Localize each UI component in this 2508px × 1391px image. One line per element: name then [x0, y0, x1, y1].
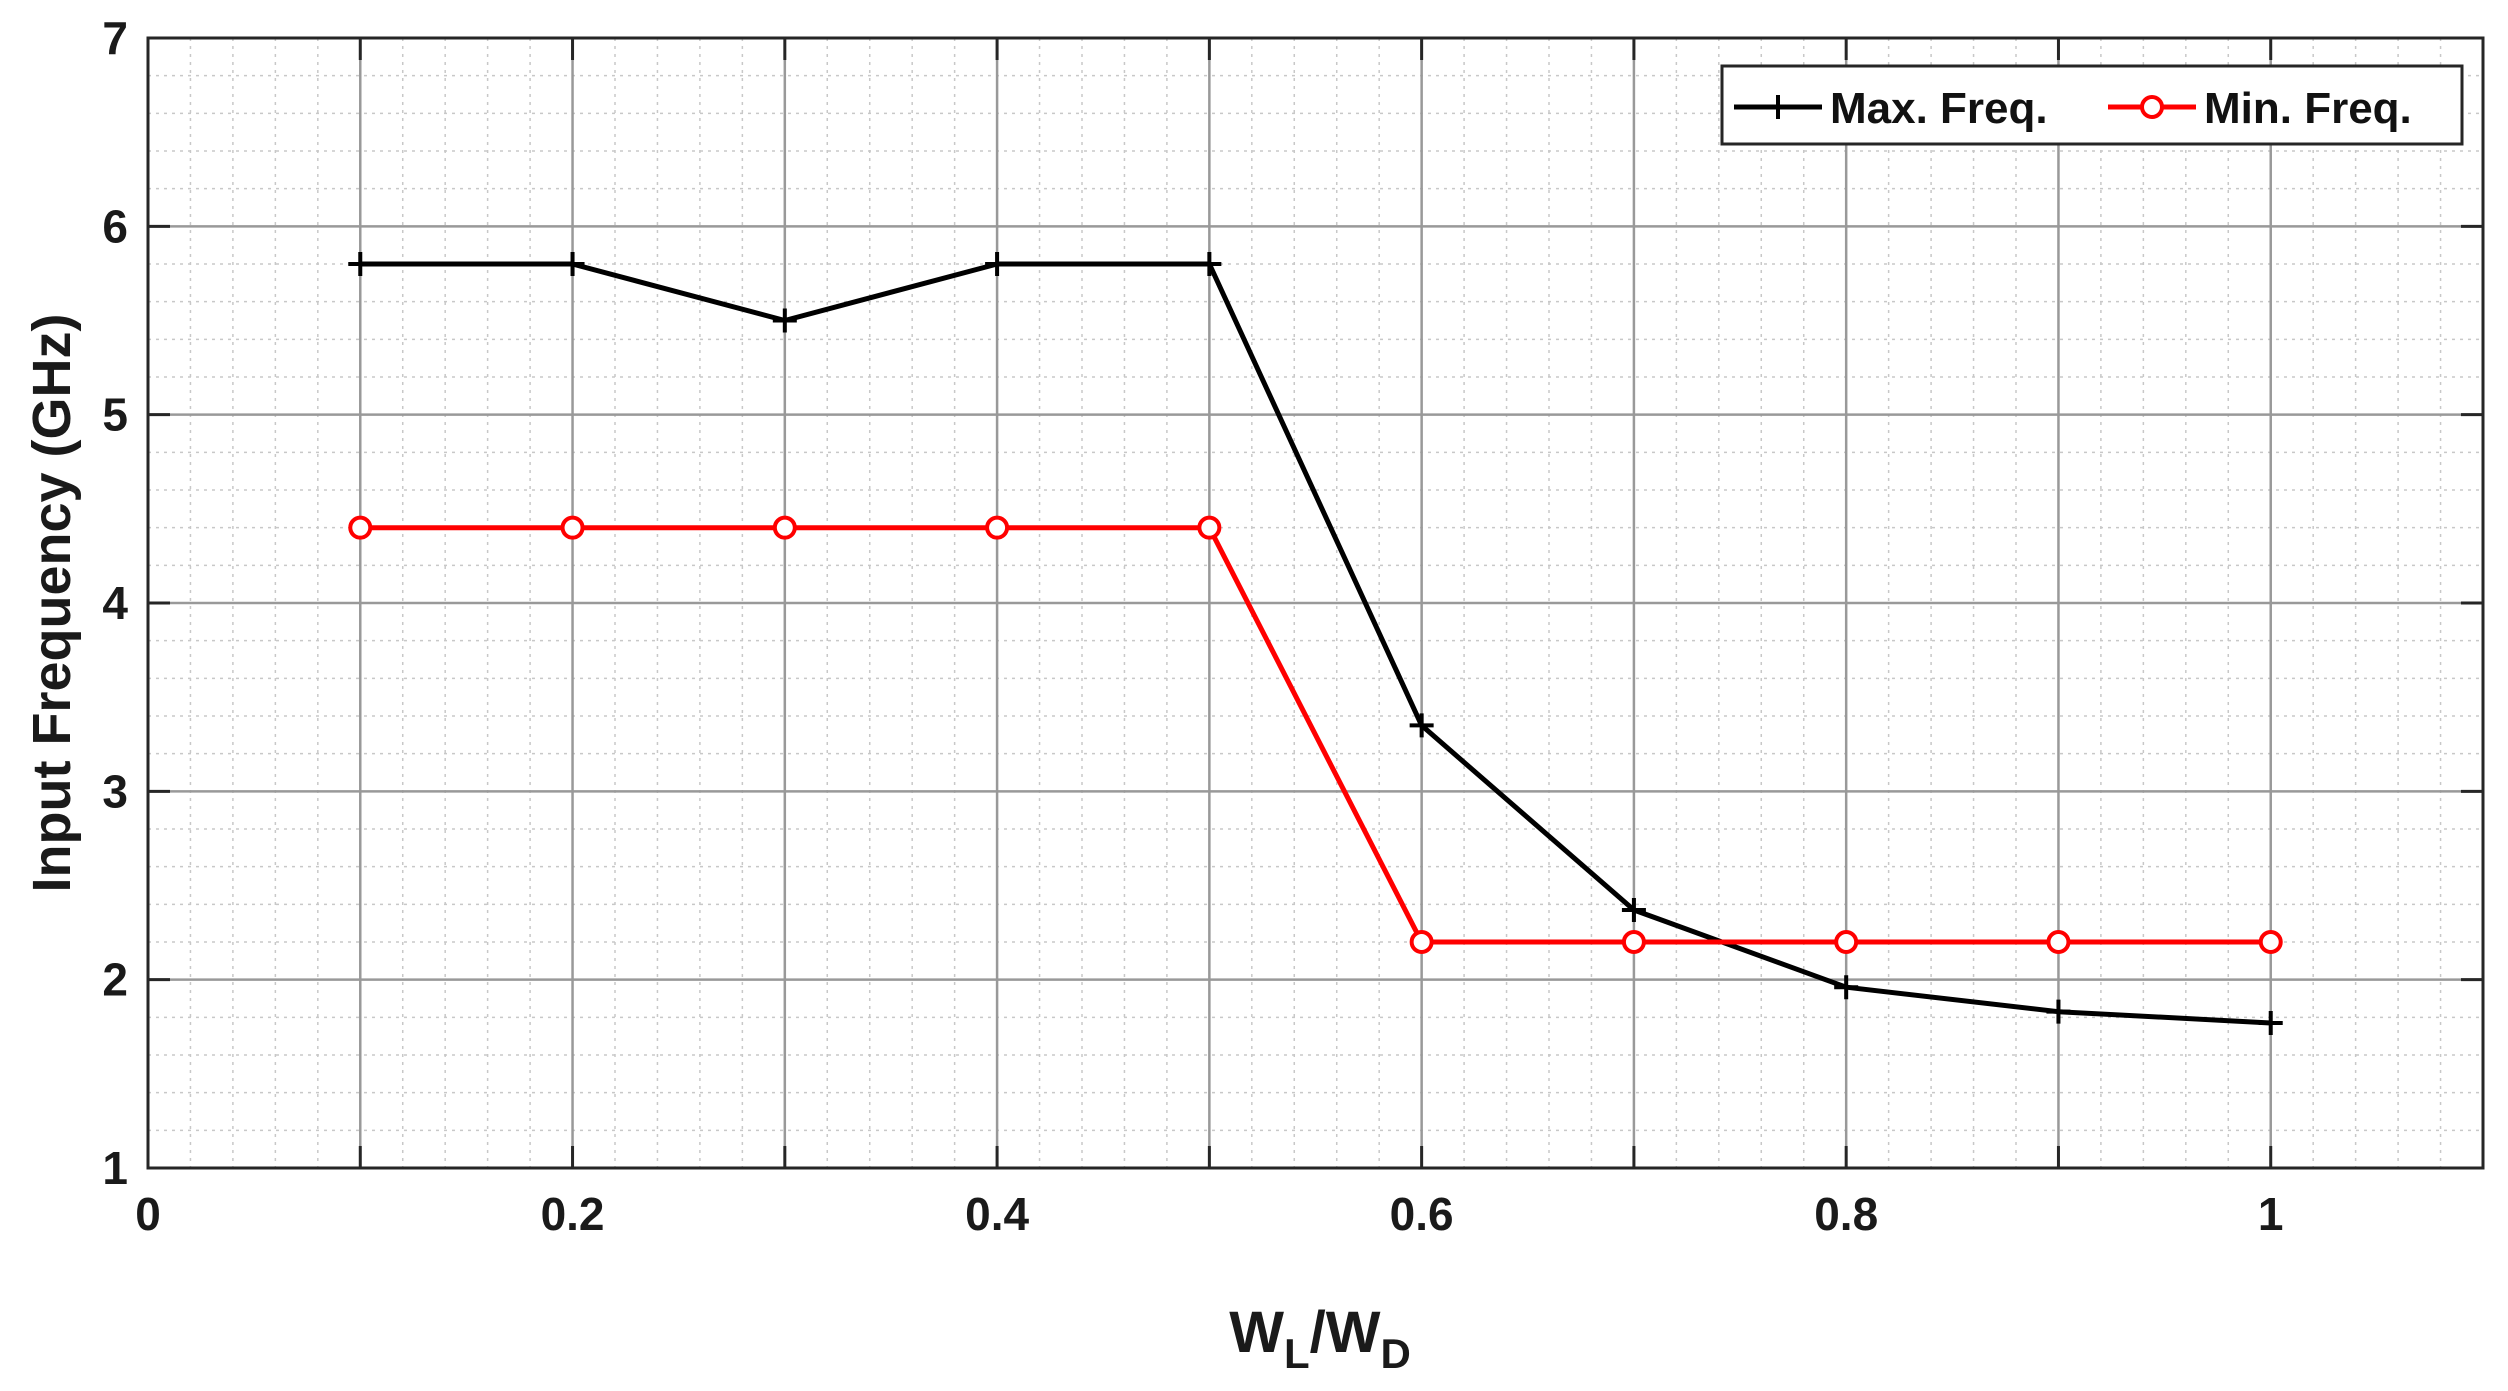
data-point: [348, 515, 373, 540]
data-point: [2258, 1010, 2283, 1035]
data-point: [772, 308, 797, 333]
y-tick-label: 6: [102, 200, 128, 252]
y-tick-label: 5: [102, 389, 128, 441]
data-point: [1197, 252, 1222, 276]
legend-circle-marker: [2140, 95, 2164, 119]
data-point: [560, 252, 585, 276]
data-point: [1409, 713, 1434, 738]
x-tick-label: 0: [135, 1188, 161, 1240]
legend-label-min-freq: Min. Freq.: [2204, 84, 2412, 133]
legend: Max. Freq. Min. Freq.: [1720, 64, 2464, 146]
data-point: [348, 252, 373, 276]
data-point: [2046, 999, 2071, 1024]
series-min-freq: [348, 515, 2283, 954]
x-axis-title-sep: /W: [1310, 1300, 1381, 1365]
data-point: [560, 515, 585, 540]
y-tick-label: 3: [102, 765, 128, 817]
major-grid: [148, 38, 2483, 1168]
data-point: [1409, 930, 1434, 954]
x-axis-title-sub2: D: [1380, 1330, 1410, 1377]
x-tick-label: 0.6: [1390, 1188, 1454, 1240]
data-point: [1834, 930, 1859, 954]
y-tick-label: 7: [102, 12, 128, 64]
series-line: [360, 261, 2271, 1026]
legend-entry-min-freq: Min. Freq.: [2108, 84, 2412, 133]
y-axis-title: Input Frequency (GHz): [22, 314, 82, 893]
y-tick-labels: 1 2 3 4 5 6 7: [102, 12, 128, 1194]
x-tick-label: 1: [2258, 1188, 2284, 1240]
x-tick-label: 0.4: [965, 1188, 1029, 1240]
y-tick-label: 1: [102, 1142, 128, 1194]
x-axis-title-sub1: L: [1284, 1330, 1310, 1377]
x-tick-label: 0.8: [1814, 1188, 1878, 1240]
data-point: [1834, 975, 1859, 1000]
data-point: [2258, 930, 2283, 954]
x-axis-title-main: W: [1229, 1300, 1284, 1365]
x-tick-labels: 0 0.2 0.4 0.6 0.8 1: [135, 1188, 2283, 1240]
x-axis-title: WL/WD: [1229, 1300, 1411, 1377]
series-layer: [348, 252, 2283, 1035]
series-max-freq: [348, 252, 2283, 1035]
y-tick-label: 2: [102, 954, 128, 1006]
legend-plus-marker: [1766, 95, 1790, 119]
y-tick-label: 4: [102, 577, 128, 629]
data-point: [985, 515, 1010, 540]
legend-box: [1720, 64, 2464, 146]
legend-entry-max-freq: Max. Freq.: [1734, 84, 2048, 133]
data-point: [772, 515, 797, 540]
axis-ticks: [146, 36, 2485, 1170]
data-point: [1621, 897, 1646, 922]
data-point: [1621, 930, 1646, 954]
data-point: [985, 252, 1010, 276]
x-tick-label: 0.2: [541, 1188, 605, 1240]
legend-label-max-freq: Max. Freq.: [1830, 84, 2048, 133]
data-point: [2046, 930, 2071, 954]
data-point: [1197, 515, 1222, 540]
series-line: [360, 525, 2271, 945]
